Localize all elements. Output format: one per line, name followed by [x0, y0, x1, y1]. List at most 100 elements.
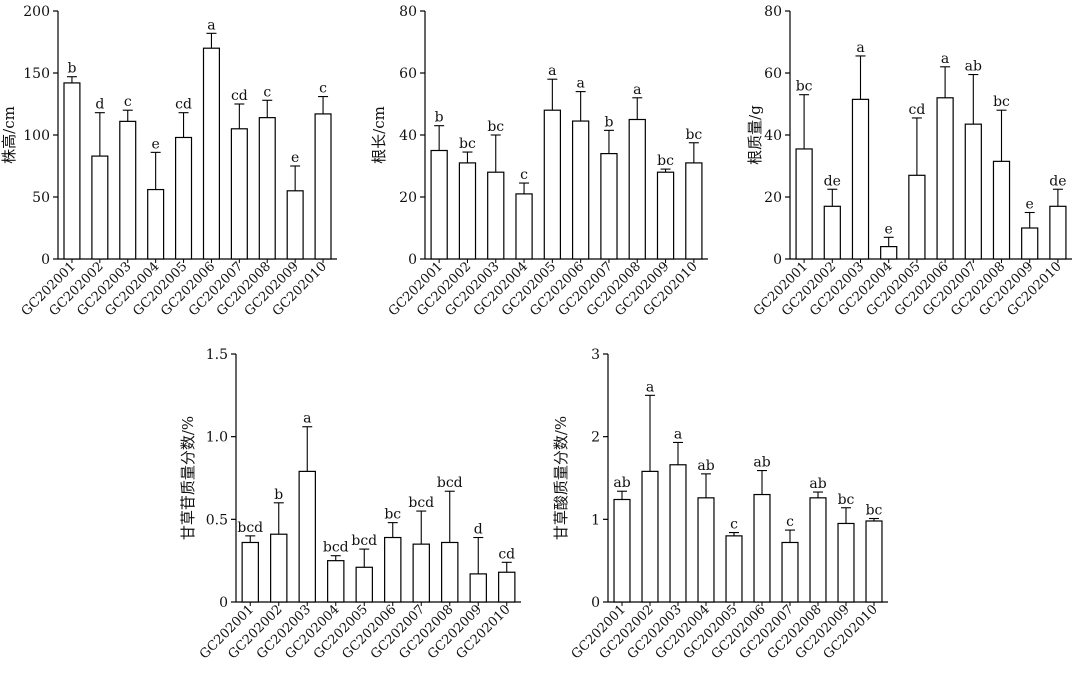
bar — [964, 123, 982, 260]
y-tick-label: 1 — [591, 512, 600, 528]
bar — [936, 97, 954, 260]
bar — [781, 541, 799, 603]
y-tick-label: 0 — [41, 252, 50, 268]
bar — [91, 155, 109, 260]
bar — [753, 493, 771, 603]
significance-letter: a — [646, 379, 654, 395]
significance-letter: a — [207, 17, 215, 33]
significance-letter: bc — [993, 94, 1010, 110]
bar — [697, 497, 715, 603]
y-tick-label: 0 — [773, 252, 782, 268]
chart-glycyrrhizic-acid: 甘草酸质量分数/% 0123abGC202001aGC202002aGC2020… — [552, 347, 888, 662]
bar — [147, 188, 165, 260]
chart-liquiritin: 甘草苷质量分数/% 00.51.01.5bcdGC202001bGC202002… — [179, 347, 521, 662]
significance-letter: c — [124, 94, 132, 110]
y-tick-label: 60 — [764, 66, 782, 82]
chart-root-length: 根长/cm 020406080bGC202001bcGC202002bcGC20… — [370, 4, 708, 319]
significance-letter: cd — [498, 546, 515, 562]
bar — [119, 120, 137, 260]
y-tick-label: 80 — [399, 4, 417, 20]
significance-letter: bc — [866, 503, 883, 519]
bar — [669, 464, 687, 603]
significance-letter: bc — [685, 127, 702, 143]
y-axis-label: 株高/cm — [0, 106, 18, 164]
significance-letter: bc — [487, 119, 504, 135]
significance-letter: bcd — [437, 475, 463, 491]
y-tick-label: 0 — [591, 595, 600, 611]
bar — [430, 149, 448, 260]
bar — [314, 113, 332, 260]
significance-letter: cd — [231, 88, 248, 104]
y-tick-label: 3 — [591, 347, 600, 363]
bar — [270, 533, 288, 603]
y-axis-label: 甘草苷质量分数/% — [179, 416, 197, 540]
y-tick-label: 1.5 — [206, 347, 228, 363]
significance-letter: bc — [459, 136, 476, 152]
significance-letter: bcd — [323, 540, 349, 556]
y-tick-label: 1.0 — [206, 430, 228, 446]
significance-letter: c — [319, 81, 327, 97]
bar — [202, 47, 221, 260]
significance-letter: b — [604, 114, 613, 130]
bar — [298, 470, 316, 603]
y-axis-label: 甘草酸质量分数/% — [552, 416, 570, 540]
bar — [613, 498, 631, 603]
bar — [384, 536, 402, 603]
y-tick-label: 60 — [399, 66, 417, 82]
bar — [851, 98, 870, 260]
y-tick-label: 80 — [764, 4, 782, 20]
bar — [628, 118, 646, 260]
significance-letter: d — [95, 97, 104, 113]
y-tick-label: 20 — [764, 190, 782, 206]
bar — [641, 470, 659, 603]
significance-letter: de — [824, 173, 841, 189]
bar — [286, 190, 304, 260]
y-tick-label: 40 — [764, 128, 782, 144]
bar — [515, 193, 533, 260]
bar — [908, 174, 926, 260]
significance-letter: ab — [809, 476, 826, 492]
significance-letter: b — [67, 61, 76, 77]
significance-letter: ab — [965, 59, 982, 75]
significance-letter: a — [856, 40, 864, 56]
bar — [230, 128, 248, 260]
bar — [355, 566, 373, 603]
significance-letter: a — [576, 76, 584, 92]
y-axis-label: 根长/cm — [370, 106, 388, 164]
significance-letter: a — [633, 82, 641, 98]
bar — [1049, 205, 1067, 260]
significance-letter: a — [941, 51, 949, 67]
bar — [725, 535, 743, 603]
bar — [600, 153, 618, 260]
significance-letter: bcd — [351, 533, 377, 549]
bar — [258, 117, 276, 260]
significance-letter: ab — [753, 455, 770, 471]
y-tick-label: 20 — [399, 190, 417, 206]
significance-letter: bc — [657, 153, 674, 169]
bar — [837, 522, 855, 603]
bar — [412, 543, 430, 603]
significance-letter: bcd — [237, 520, 263, 536]
bar — [685, 162, 703, 260]
bar — [543, 109, 562, 260]
significance-letter: cd — [175, 97, 192, 113]
bar — [327, 560, 345, 603]
y-tick-label: 0 — [408, 252, 417, 268]
y-tick-label: 0 — [219, 595, 228, 611]
significance-letter: e — [1026, 197, 1034, 213]
bar — [241, 541, 259, 603]
significance-letter: a — [548, 63, 556, 79]
bar — [487, 171, 505, 260]
significance-letter: bc — [796, 79, 813, 95]
bar — [469, 573, 487, 603]
bar — [809, 497, 827, 603]
significance-letter: bc — [838, 492, 855, 508]
bar — [795, 148, 813, 260]
bar — [498, 571, 516, 603]
bar — [441, 541, 459, 603]
significance-letter: e — [885, 221, 893, 237]
significance-letter: e — [152, 136, 160, 152]
significance-letter: a — [674, 426, 682, 442]
bar — [656, 171, 675, 260]
